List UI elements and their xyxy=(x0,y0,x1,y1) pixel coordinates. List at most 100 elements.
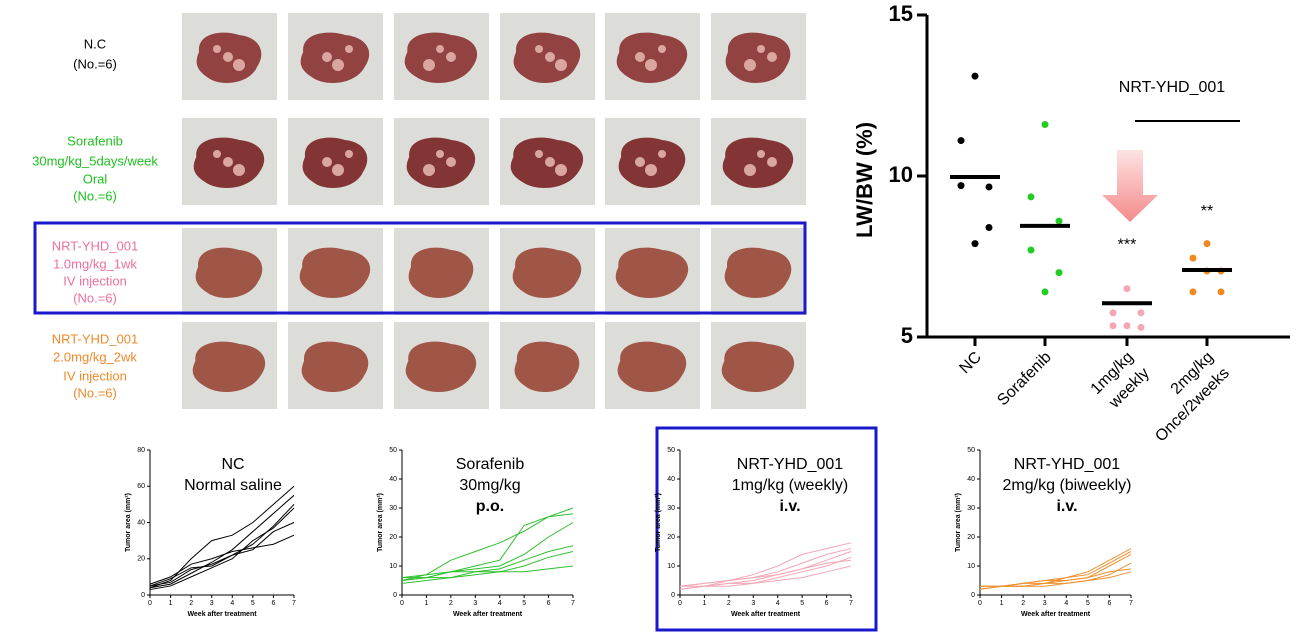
nodule xyxy=(446,157,456,167)
y-tick-label: 0 xyxy=(671,592,675,599)
data-point xyxy=(1217,288,1225,296)
x-tick-label: Sorafenib xyxy=(994,349,1055,410)
liver xyxy=(299,247,371,298)
nodule xyxy=(322,52,332,62)
x-tick-label: 3 xyxy=(751,600,755,607)
x-tick-label: 4 xyxy=(776,600,780,607)
series-line xyxy=(979,571,1132,590)
y-tick-label: 30 xyxy=(967,505,975,512)
x-tick-label: 1 xyxy=(424,600,428,607)
liver xyxy=(724,247,792,298)
data-point xyxy=(971,72,979,80)
liver xyxy=(512,247,582,298)
series-line xyxy=(401,507,574,581)
x-tick-label: 3 xyxy=(1043,600,1047,607)
data-point xyxy=(1137,323,1145,331)
group-label: (No.=6) xyxy=(73,188,117,203)
chart-title: 1mg/kg (weekly) xyxy=(732,477,848,494)
chart-title: i.v. xyxy=(779,498,800,515)
liver xyxy=(195,247,263,298)
nodule xyxy=(233,164,245,176)
data-point xyxy=(1055,269,1063,277)
group-label: Sorafenib xyxy=(67,133,123,148)
nodule xyxy=(757,45,765,53)
data-point xyxy=(1189,254,1197,262)
data-point xyxy=(971,240,979,248)
data-point xyxy=(1027,193,1035,201)
y-tick-label: 20 xyxy=(389,534,397,541)
series-line xyxy=(679,565,852,590)
y-tick-label: 40 xyxy=(389,476,397,483)
liver xyxy=(721,341,795,392)
data-point xyxy=(985,183,993,191)
liver xyxy=(302,137,368,188)
liver xyxy=(616,32,688,83)
nodule xyxy=(744,59,756,71)
y-tick-label: 80 xyxy=(137,447,145,454)
nodule xyxy=(423,59,435,71)
x-tick-label: 2 xyxy=(189,600,193,607)
y-tick-label: 0 xyxy=(141,592,145,599)
x-tick-label: 7 xyxy=(1129,600,1133,607)
x-tick-label: 2 xyxy=(1021,600,1025,607)
data-point xyxy=(1123,322,1131,330)
group-label: 30mg/kg_5days/week xyxy=(32,153,158,168)
group-label: (No.=6) xyxy=(73,385,117,400)
highlight-box xyxy=(655,426,878,632)
nodule xyxy=(635,157,645,167)
x-tick-label: 6 xyxy=(547,600,551,607)
data-point xyxy=(1137,309,1145,317)
group-label: N.C xyxy=(84,36,106,51)
x-tick-label: 6 xyxy=(271,600,275,607)
group-label: IV injection xyxy=(63,368,127,383)
x-tick-label: 1 xyxy=(169,600,173,607)
y-tick-label: 40 xyxy=(667,476,675,483)
nodule xyxy=(545,52,555,62)
data-point xyxy=(1027,246,1035,254)
series-line xyxy=(149,504,295,587)
nodule xyxy=(535,45,543,53)
group-label: (No.=6) xyxy=(73,290,117,305)
chart-title: p.o. xyxy=(476,498,504,515)
x-tick-label: 2 xyxy=(449,600,453,607)
nodule xyxy=(635,52,645,62)
x-axis-label: Week after treatment xyxy=(1021,611,1091,618)
nodule xyxy=(535,150,543,158)
group-label: NRT-YHD_001 xyxy=(52,238,138,253)
x-tick-label: 0 xyxy=(678,600,682,607)
annotation: NRT-YHD_001 xyxy=(1119,79,1226,96)
x-tick-label: 6 xyxy=(825,600,829,607)
nodule xyxy=(767,157,777,167)
x-tick-label: NC xyxy=(956,349,984,377)
x-tick-label: 1 xyxy=(702,600,706,607)
y-axis-label: Tumor area (mm²) xyxy=(655,493,662,552)
x-tick-label: 0 xyxy=(400,600,404,607)
x-tick-label: 7 xyxy=(292,600,296,607)
y-tick-label: 60 xyxy=(137,483,145,490)
series-line xyxy=(679,559,852,587)
x-tick-label: 4 xyxy=(230,600,234,607)
nodule xyxy=(545,157,555,167)
x-tick-label: 5 xyxy=(1086,600,1090,607)
nodule xyxy=(645,59,657,71)
nodule xyxy=(446,52,456,62)
chart-title: NRT-YHD_001 xyxy=(1014,456,1121,473)
x-tick-label: 5 xyxy=(251,600,255,607)
y-axis-label: LW/BW (%) xyxy=(852,122,877,238)
x-axis-label: Week after treatment xyxy=(187,611,257,618)
data-point xyxy=(1123,285,1131,293)
liver xyxy=(408,247,474,298)
series-line xyxy=(149,522,295,587)
data-point xyxy=(1041,288,1049,296)
nodule xyxy=(233,59,245,71)
x-tick-label: 1 xyxy=(1000,600,1004,607)
nodule xyxy=(223,157,233,167)
data-point xyxy=(1109,322,1117,330)
y-axis-label: Tumor area (mm²) xyxy=(377,493,384,552)
y-tick-label: 30 xyxy=(389,505,397,512)
y-tick-label: 10 xyxy=(389,563,397,570)
liver xyxy=(615,247,689,298)
y-tick-label: 20 xyxy=(667,534,675,541)
series-line xyxy=(149,507,295,591)
nodule xyxy=(223,52,233,62)
